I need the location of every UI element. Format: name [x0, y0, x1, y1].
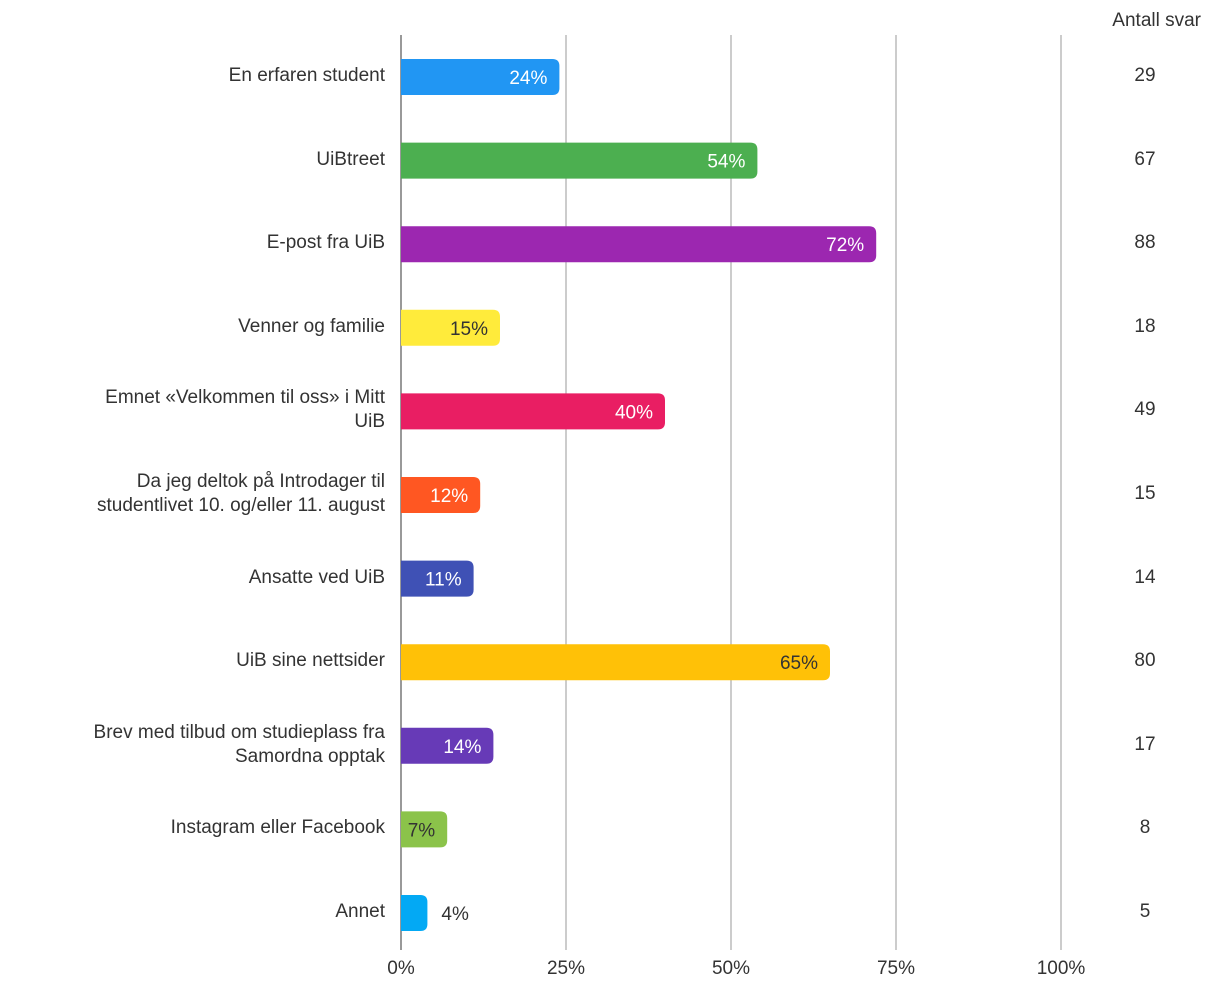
bar [401, 226, 877, 263]
x-tick-label: 0% [387, 958, 415, 979]
count-value: 88 [1134, 232, 1156, 254]
bar [401, 811, 448, 848]
category-label: UiBtreet [316, 148, 385, 170]
x-tick-label: 50% [711, 958, 751, 979]
data-label: 12% [430, 486, 468, 507]
data-label: 7% [408, 820, 436, 841]
count-value: 5 [1139, 901, 1151, 922]
count-value: 29 [1134, 65, 1156, 86]
bar [401, 560, 474, 597]
count-value: 17 [1134, 733, 1156, 755]
category-label: Brev med tilbud om studieplass fra Samor… [93, 721, 385, 767]
x-tick-label: 100% [1036, 958, 1086, 979]
bar [401, 309, 500, 346]
data-label: 54% [707, 152, 745, 173]
bar [401, 393, 665, 430]
category-label: En erfaren student [228, 65, 385, 86]
data-label: 14% [443, 737, 481, 758]
data-label: 11% [425, 570, 462, 591]
category-label: Instagram eller Facebook [170, 817, 385, 839]
category-label: Da jeg deltok på Introdager til studentl… [96, 471, 385, 516]
bar [401, 895, 428, 931]
count-value: 67 [1134, 148, 1156, 170]
x-tick-label: 75% [876, 958, 916, 979]
bar [401, 59, 560, 95]
category-label: UiB sine nettsider [236, 650, 385, 672]
data-label: 40% [615, 402, 653, 423]
count-value: 15 [1134, 483, 1156, 504]
category-label: Annet [335, 901, 385, 922]
category-label: Venner og familie [238, 315, 385, 337]
count-value: 8 [1139, 817, 1151, 839]
count-value: 80 [1134, 650, 1156, 672]
data-label: 15% [450, 319, 488, 340]
data-label: 72% [826, 235, 864, 256]
count-value: 49 [1134, 399, 1156, 421]
category-label: Ansatte ved UiB [248, 566, 385, 588]
data-label: 65% [780, 653, 818, 674]
bar [401, 644, 830, 681]
data-label: 4% [441, 904, 469, 925]
count-value: 18 [1134, 315, 1156, 337]
bar [401, 727, 494, 764]
count-value: 14 [1134, 566, 1156, 588]
category-label: E-post fra UiB [266, 232, 385, 254]
data-label: 24% [509, 68, 547, 89]
counts-header: Antall svar [1112, 10, 1201, 31]
bar [401, 142, 758, 179]
x-tick-label: 25% [546, 958, 586, 979]
category-label: Emnet «Velkommen til oss» i Mitt UiB [105, 387, 385, 433]
bar [401, 477, 481, 513]
